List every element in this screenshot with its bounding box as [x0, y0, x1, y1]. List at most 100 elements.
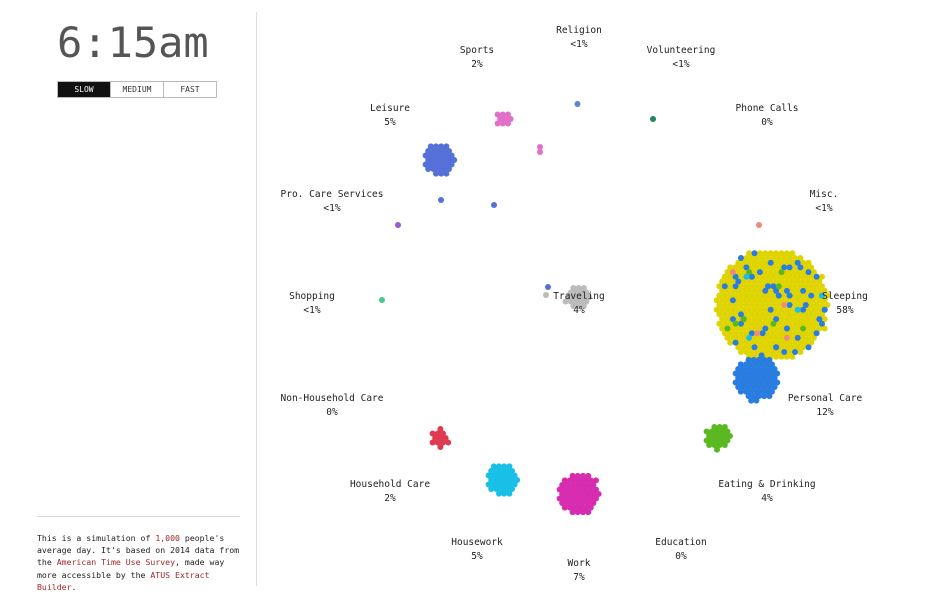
- household-care-dot: [434, 439, 441, 446]
- sleeping-dot: [767, 334, 774, 341]
- personal-care-dot: [748, 273, 755, 280]
- speed-fast-button[interactable]: FAST: [164, 82, 216, 97]
- sleeping-dot: [792, 292, 798, 299]
- label-household-care: Household Care 2%: [349, 479, 431, 504]
- sleeping-dot: [797, 330, 804, 337]
- sleeping-dot: [783, 353, 790, 360]
- sleeping-dot: [824, 302, 831, 308]
- sports-dot: [494, 120, 501, 127]
- work-dot: [582, 477, 589, 484]
- sleeping-dot: [773, 297, 780, 304]
- personal-care-dot: [808, 292, 815, 299]
- housework-dot: [488, 486, 495, 492]
- personal-care-dot: [763, 388, 770, 395]
- housework-dot: [509, 486, 515, 492]
- work-dot: [567, 477, 573, 484]
- eating-dot: [703, 437, 710, 444]
- shopping-dot: [379, 297, 385, 303]
- speed-slow-button[interactable]: SLOW: [58, 82, 111, 97]
- sleeping-dot: [748, 302, 755, 308]
- personal-care-dot: [765, 283, 771, 290]
- sleeping-dot: [778, 287, 785, 294]
- sleeping-dot: [765, 273, 771, 280]
- personal-care-dot: [774, 370, 781, 377]
- sleeping-dot: [805, 325, 812, 332]
- sleeping-dot: [748, 349, 755, 355]
- sleeping-dot: [802, 311, 809, 318]
- sleeping-dot: [813, 302, 820, 308]
- sleeping-dot: [751, 316, 758, 323]
- sleeping-dot: [810, 297, 817, 304]
- sleeping-dot: [724, 287, 731, 294]
- work-dot: [564, 482, 571, 488]
- sleeping-dot: [756, 278, 763, 285]
- sleeping-dot: [792, 311, 798, 318]
- sleeping-dot: [732, 311, 739, 318]
- eating-dot: [724, 437, 731, 444]
- sleeping-dot: [775, 349, 782, 355]
- sleeping-dot: [724, 316, 731, 323]
- sleeping-dot: [783, 259, 790, 266]
- personal-care-dot: [735, 375, 742, 381]
- sleeping-dot: [767, 316, 774, 323]
- sports-dot: [507, 116, 514, 122]
- housework-dot: [498, 468, 505, 474]
- personal-care-dot: [748, 379, 755, 386]
- sleeping-dot: [748, 292, 755, 299]
- sleeping-dot: [748, 311, 755, 318]
- work-dot: [569, 509, 576, 516]
- extract-builder-link[interactable]: ATUS Extract Builder: [37, 569, 210, 592]
- traveling-dot: [583, 289, 590, 296]
- sleeping-dot: [778, 259, 785, 266]
- sleeping-dot: [762, 269, 769, 276]
- sleeping-dot: [810, 316, 817, 323]
- sports-dot: [494, 111, 501, 118]
- personal-care-dot: [732, 379, 739, 386]
- sleeping-dot: [778, 297, 785, 304]
- sleeping-dot: [813, 283, 820, 290]
- personal-care-dot: [805, 269, 812, 276]
- sleeping-dot: [789, 325, 796, 332]
- household-care-dot: [445, 439, 452, 446]
- work-dot: [587, 486, 594, 493]
- personal-care-dot: [813, 273, 820, 280]
- personal-care-dot: [735, 366, 742, 372]
- personal-care-dot: [743, 361, 749, 368]
- housework-dot: [498, 477, 505, 483]
- clock-display: 6:15am: [57, 18, 209, 67]
- sleeping-dot: [716, 292, 723, 299]
- personal-care-dot: [745, 384, 752, 390]
- eating-dot: [721, 442, 728, 448]
- leisure-dot: [443, 143, 450, 150]
- label-phone-calls: Phone Calls 0%: [735, 103, 799, 128]
- speed-medium-button[interactable]: MEDIUM: [111, 82, 164, 97]
- sleeping-dot: [765, 311, 771, 318]
- sports-dot: [537, 144, 543, 150]
- work-dot: [574, 491, 581, 497]
- sleeping-dot: [729, 334, 736, 341]
- leisure-dot: [440, 148, 447, 154]
- sleeping-dot: [767, 250, 774, 257]
- sleeping-dot: [756, 250, 763, 257]
- sleeping-dot: [783, 250, 790, 257]
- personal-care-dot: [805, 344, 812, 351]
- personal-care-dot: [763, 361, 770, 368]
- personal-care-dot: [783, 287, 790, 294]
- personal-care-dot: [738, 311, 744, 318]
- eating-dot: [716, 424, 723, 430]
- sleeping-dot: [808, 264, 815, 271]
- personal-care-dot: [737, 370, 744, 377]
- sleeping-dot: [794, 297, 801, 304]
- leisure-dot: [440, 166, 447, 172]
- sleeping-dot: [781, 292, 788, 299]
- personal-care-dot: [767, 259, 774, 266]
- sleeping-dot: [735, 259, 742, 266]
- work-dot: [569, 500, 576, 506]
- sidebar-divider: [256, 12, 257, 586]
- sleeping-dot: [751, 334, 758, 341]
- personal-care-dot: [737, 388, 744, 395]
- sleeping-dot: [800, 344, 807, 351]
- sleeping-dot: [802, 273, 809, 280]
- work-dot: [593, 477, 599, 484]
- atus-link[interactable]: American Time Use Survey: [56, 557, 176, 568]
